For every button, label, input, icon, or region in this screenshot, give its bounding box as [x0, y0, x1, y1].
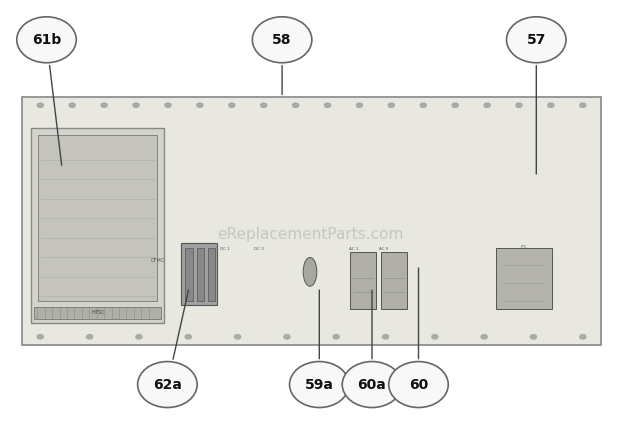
Bar — [350, 252, 376, 309]
Text: IPC: IPC — [521, 244, 527, 248]
Circle shape — [133, 103, 139, 107]
Bar — [496, 248, 552, 309]
Circle shape — [356, 103, 363, 107]
Circle shape — [580, 335, 586, 339]
Text: 62a: 62a — [153, 377, 182, 392]
Circle shape — [284, 335, 290, 339]
Circle shape — [548, 103, 554, 107]
Circle shape — [69, 103, 75, 107]
Bar — [208, 248, 215, 301]
Bar — [22, 97, 601, 345]
Circle shape — [516, 103, 522, 107]
Circle shape — [481, 335, 487, 339]
Text: HTSC: HTSC — [91, 310, 104, 316]
Ellipse shape — [252, 17, 312, 63]
Circle shape — [87, 335, 93, 339]
Ellipse shape — [290, 362, 349, 408]
Text: 60: 60 — [409, 377, 428, 392]
Ellipse shape — [303, 257, 317, 286]
Circle shape — [37, 335, 43, 339]
Text: eReplacementParts.com: eReplacementParts.com — [217, 227, 403, 242]
Circle shape — [234, 335, 241, 339]
Ellipse shape — [138, 362, 197, 408]
Circle shape — [229, 103, 235, 107]
Bar — [185, 248, 193, 301]
Bar — [31, 128, 164, 323]
Text: 60a: 60a — [358, 377, 386, 392]
Bar — [381, 252, 407, 309]
Text: DC 3: DC 3 — [254, 247, 264, 251]
Circle shape — [37, 103, 43, 107]
Text: 58: 58 — [272, 33, 292, 47]
Circle shape — [452, 103, 458, 107]
Bar — [34, 307, 161, 319]
Bar — [38, 135, 157, 301]
Ellipse shape — [507, 17, 566, 63]
Circle shape — [165, 103, 171, 107]
Text: 59a: 59a — [305, 377, 334, 392]
Circle shape — [293, 103, 299, 107]
Text: OFMC: OFMC — [151, 258, 165, 263]
Text: AC 1: AC 1 — [349, 247, 358, 251]
Bar — [197, 248, 204, 301]
Circle shape — [432, 335, 438, 339]
Circle shape — [388, 103, 394, 107]
Ellipse shape — [389, 362, 448, 408]
Ellipse shape — [342, 362, 402, 408]
Circle shape — [383, 335, 389, 339]
Circle shape — [420, 103, 427, 107]
Bar — [181, 243, 217, 305]
Circle shape — [185, 335, 192, 339]
Circle shape — [484, 103, 490, 107]
Circle shape — [580, 103, 586, 107]
Text: 57: 57 — [526, 33, 546, 47]
Circle shape — [136, 335, 142, 339]
Circle shape — [324, 103, 330, 107]
Text: DC 1: DC 1 — [220, 247, 230, 251]
Ellipse shape — [17, 17, 76, 63]
Text: AC II: AC II — [379, 247, 389, 251]
Circle shape — [101, 103, 107, 107]
Text: 61b: 61b — [32, 33, 61, 47]
Circle shape — [197, 103, 203, 107]
Circle shape — [260, 103, 267, 107]
Circle shape — [333, 335, 339, 339]
Circle shape — [530, 335, 536, 339]
